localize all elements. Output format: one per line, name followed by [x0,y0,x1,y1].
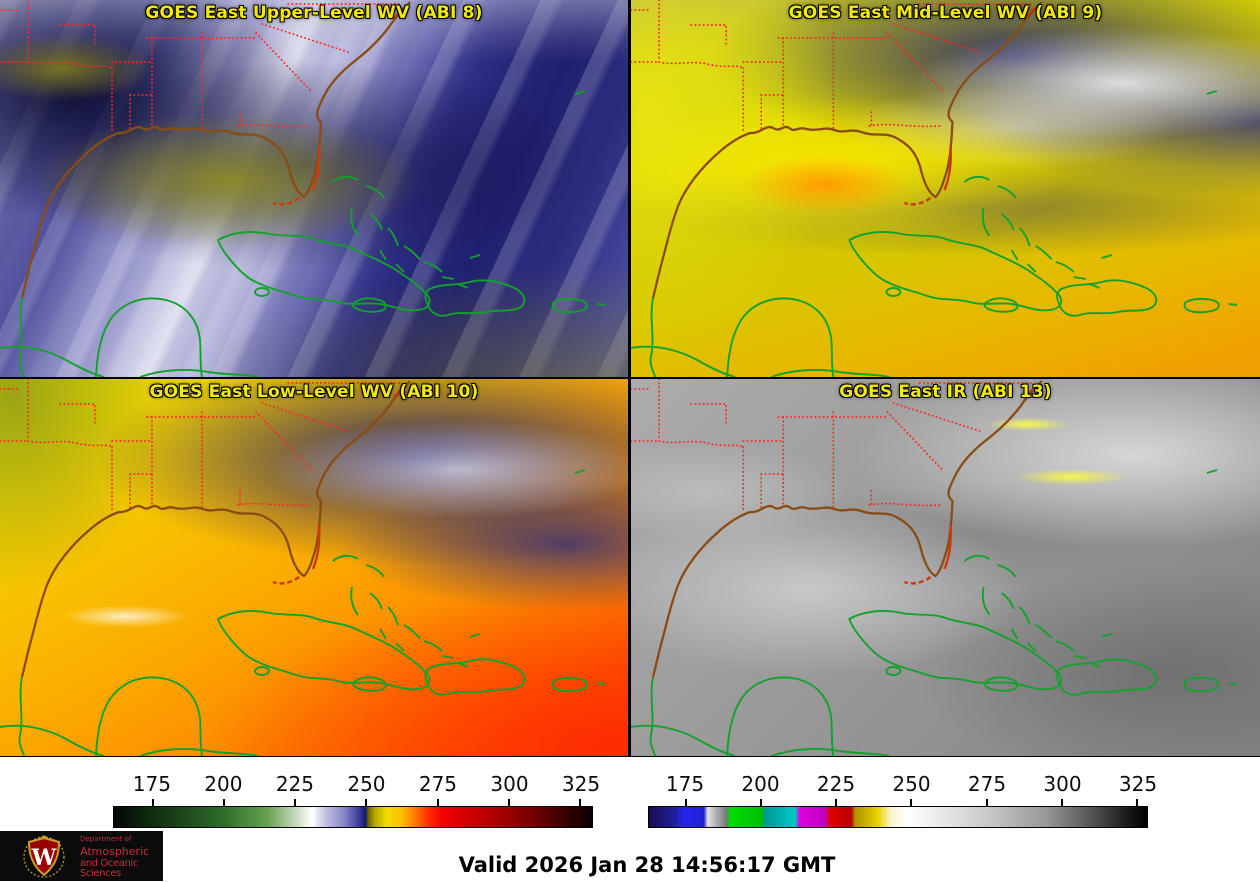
colorbar-tick [151,799,154,807]
uw-aos-logo: W Department of Atmospheric and Oceanic … [0,831,163,881]
colorbar-tick-label: 225 [275,772,314,796]
panel-grid: GOES East Upper-Level WV (ABI 8) GOES Ea… [0,0,1260,758]
panel-abi8-title: GOES East Upper-Level WV (ABI 8) [145,3,483,23]
colorbar-tick [294,799,297,807]
colorbar-tick [365,799,368,807]
uw-crest: W [23,835,65,878]
colorbar-tick-label: 225 [816,772,856,796]
panel-abi9-mid-level-wv: GOES East Mid-Level WV (ABI 9) [631,0,1260,377]
colorbar-tick-label: 250 [347,772,386,796]
colorbar-tick-label: 325 [561,772,601,796]
colorbar-tick [436,799,439,807]
panel-abi8-map-overlay [0,0,607,377]
panel-abi10-title: GOES East Low-Level WV (ABI 10) [149,382,479,402]
colorbar-tick-label: 300 [1043,772,1082,796]
crest-shield [27,836,61,877]
panel-abi13-ir: GOES East IR (ABI 13) [631,379,1260,756]
colorbar-tick [835,799,838,807]
ir-colorbar: 175 200 225 250 275 300 325 [648,772,1157,828]
colorbar-tick-label: 275 [418,772,458,796]
panel-abi13-title: GOES East IR (ABI 13) [839,382,1052,402]
colorbar-tick-label: 200 [741,772,780,796]
wv-colorbar-labels: 175 200 225 250 275 300 325 [113,772,600,798]
colorbar-tick [222,799,225,807]
colorbar-tick [579,799,582,807]
colorbar-tick-label: 200 [204,772,243,796]
panel-abi10-map-overlay [0,379,607,756]
panel-abi9-map-overlay [631,0,1239,377]
colorbar-tick [507,799,510,807]
logo-dept-line: Department of [80,835,132,843]
logo-name-line1: Atmospheric [80,845,150,858]
panel-abi8-upper-level-wv: GOES East Upper-Level WV (ABI 8) [0,0,628,377]
colorbar-tick [1136,799,1139,807]
ir-colorbar-labels: 175 200 225 250 275 300 325 [648,772,1157,798]
logo-name-line2: and Oceanic Sciences [80,858,138,879]
footer: 175 200 225 250 275 300 325 175 200 225 … [0,757,1260,882]
colorbar-tick-label: 250 [892,772,931,796]
colorbar-tick [760,799,763,807]
panel-abi13-map-overlay [631,379,1239,756]
valid-time-text: Valid 2026 Jan 28 14:56:17 GMT [458,853,836,877]
logo-text-block: Department of Atmospheric and Oceanic Sc… [80,836,163,879]
panel-abi10-low-level-wv: GOES East Low-Level WV (ABI 10) [0,379,628,756]
wv-colorbar-strip [113,799,593,828]
ir-colorbar-strip [648,799,1148,828]
colorbar-tick-label: 300 [490,772,529,796]
colorbar-tick [1060,799,1063,807]
wv-colorbar: 175 200 225 250 275 300 325 [113,772,600,828]
colorbar-tick [910,799,913,807]
colorbar-tick [684,799,687,807]
panel-abi9-title: GOES East Mid-Level WV (ABI 9) [788,3,1103,23]
colorbar-tick-label: 175 [132,772,171,796]
colorbar-tick-label: 275 [967,772,1007,796]
colorbar-tick-label: 175 [665,772,705,796]
crest-monogram: W [31,845,57,871]
colorbar-tick-label: 325 [1118,772,1158,796]
colorbar-tick [985,799,988,807]
